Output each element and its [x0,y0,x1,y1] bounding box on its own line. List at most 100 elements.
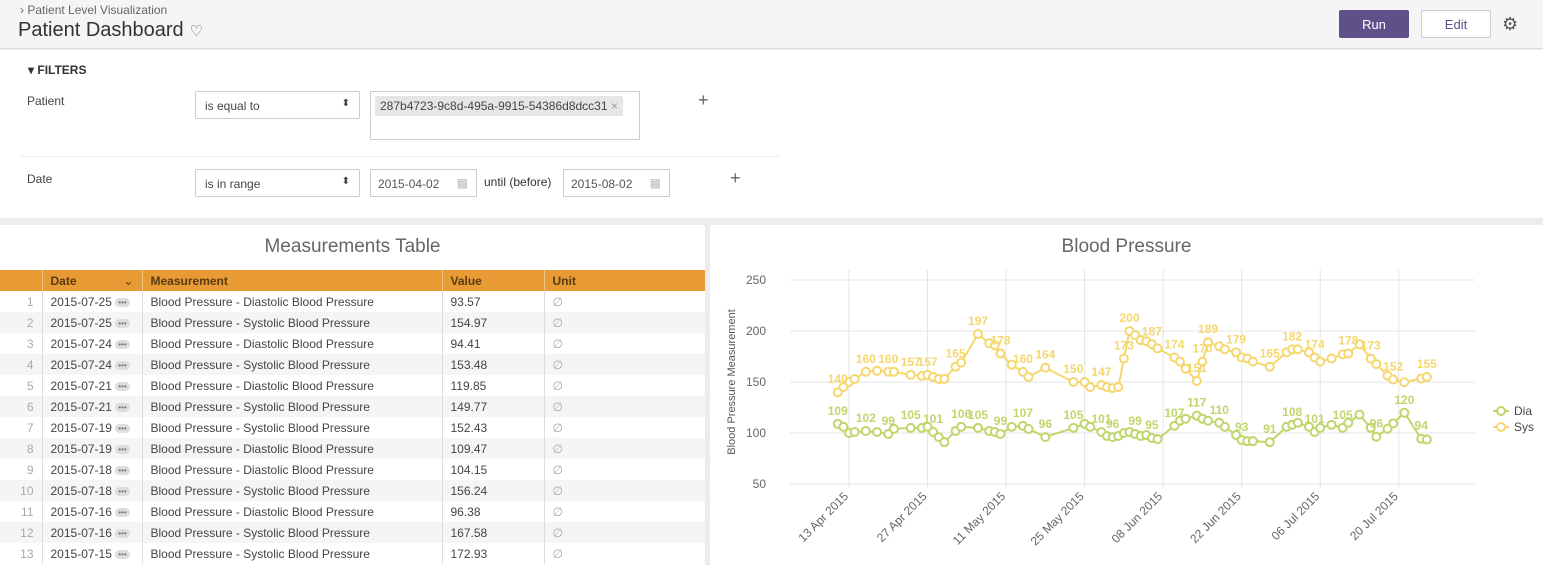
more-options-icon[interactable]: ••• [115,297,130,307]
data-point [939,373,950,384]
table-row[interactable]: 11 2015-07-16 ••• Blood Pressure - Diast… [0,501,705,522]
calendar-icon[interactable]: ▦ [456,176,468,190]
table-row[interactable]: 13 2015-07-15 ••• Blood Pressure - Systo… [0,543,705,564]
table-row[interactable]: 10 2015-07-18 ••• Blood Pressure - Systo… [0,480,705,501]
row-number: 11 [21,504,34,519]
data-point [1180,413,1191,424]
page-title-text: Patient Dashboard [18,19,184,41]
data-point [1399,377,1410,388]
y-tick-label: 50 [753,477,767,491]
data-label: 152 [1383,360,1403,374]
data-point [1247,436,1258,447]
unit-cell: ∅ [543,438,705,459]
filters-toggle[interactable]: ▾ FILTERS [28,63,87,77]
table-row[interactable]: 5 2015-07-21 ••• Blood Pressure - Diasto… [0,375,705,396]
data-label: 96 [1106,417,1120,431]
data-label: 165 [946,347,966,361]
more-options-icon[interactable]: ••• [115,360,130,370]
column-header-measurement[interactable]: Measurement [141,270,442,291]
value-cell: 119.85 [441,375,544,396]
breadcrumb[interactable]: › Patient Level Visualization [20,3,168,17]
sort-chevron-icon[interactable]: ⌄ [123,273,134,288]
row-number: 10 [0,480,42,501]
column-header-unit[interactable]: Unit [543,270,705,291]
data-label: 173 [1114,339,1134,353]
more-options-icon[interactable]: ••• [115,528,130,538]
more-options-icon[interactable]: ••• [115,444,130,454]
value-cell: 167.58 [441,522,544,543]
data-point [1354,409,1365,420]
row-number: 12 [0,522,42,543]
data-point [1219,344,1230,355]
remove-tag-icon[interactable]: × [610,99,618,113]
more-options-icon[interactable]: ••• [115,423,130,433]
unit-cell: ∅ [543,522,705,543]
patient-operator-select[interactable]: is equal to ⬍ [195,91,360,119]
data-point [1326,353,1337,364]
date-operator-value: is in range [205,177,261,191]
table-row[interactable]: 2 2015-07-25 ••• Blood Pressure - Systol… [0,312,705,333]
more-options-icon[interactable]: ••• [115,339,130,349]
data-label: 96 [1039,417,1053,431]
legend-item-sys[interactable]: Sys [1514,420,1534,434]
more-options-icon[interactable]: ••• [115,486,130,496]
date-operator-select[interactable]: is in range ⬍ [195,169,360,197]
measurement-cell: Blood Pressure - Diastolic Blood Pressur… [141,438,442,459]
column-header-value[interactable]: Value [441,270,544,291]
y-tick-label: 250 [746,273,766,287]
date-cell: 2015-07-16 ••• [41,501,142,522]
data-label: 101 [923,412,943,426]
chart-title: Blood Pressure [1061,236,1192,257]
x-tick-label: 20 Jul 2015 [1347,489,1401,543]
table-row[interactable]: 4 2015-07-24 ••• Blood Pressure - Systol… [0,354,705,375]
breadcrumb-label[interactable]: Patient Level Visualization [27,3,168,17]
table-row[interactable]: 3 2015-07-24 ••• Blood Pressure - Diasto… [0,333,705,354]
row-number: 9 [26,462,34,477]
data-point [956,357,967,368]
heart-icon[interactable]: ♡ [189,23,204,40]
gear-icon[interactable]: ⚙ [1502,14,1519,34]
calendar-icon[interactable]: ▦ [649,176,661,190]
table-row[interactable]: 6 2015-07-21 ••• Blood Pressure - Systol… [0,396,705,417]
date-value: 2015-07-24 [50,336,112,351]
data-label: 95 [1145,418,1159,432]
table-row[interactable]: 7 2015-07-19 ••• Blood Pressure - Systol… [0,417,705,438]
unit-cell: ∅ [543,333,705,354]
data-point [905,369,916,380]
data-point [1264,437,1275,448]
measurement-cell: Blood Pressure - Systolic Blood Pressure [141,480,442,501]
table-row[interactable]: 1 2015-07-25 ••• Blood Pressure - Diasto… [0,291,705,312]
data-label: 155 [1417,357,1437,371]
data-label: 105 [968,408,988,422]
legend-item-dia[interactable]: Dia [1514,404,1532,418]
date-to-input[interactable]: 2015-08-02 ▦ [563,169,670,197]
data-label: 179 [1226,332,1246,346]
data-point [1292,417,1303,428]
more-options-icon[interactable]: ••• [115,549,130,559]
table-row[interactable]: 9 2015-07-18 ••• Blood Pressure - Diasto… [0,459,705,480]
data-label: 178 [1338,333,1358,347]
add-date-filter-icon[interactable]: + [730,168,741,188]
data-label: 173 [1361,339,1381,353]
more-options-icon[interactable]: ••• [115,318,130,328]
data-point [1118,353,1129,364]
table-row[interactable]: 12 2015-07-16 ••• Blood Pressure - Systo… [0,522,705,543]
edit-button[interactable]: Edit [1421,10,1491,38]
data-point [1399,407,1410,418]
data-point [1152,434,1163,445]
table-row[interactable]: 8 2015-07-19 ••• Blood Pressure - Diasto… [0,438,705,459]
data-label: 174 [1164,338,1184,352]
column-header-date[interactable]: Date ⌄ [41,270,142,291]
more-options-icon[interactable]: ••• [115,507,130,517]
date-value: 2015-07-24 [50,357,112,372]
date-value: 2015-07-18 [50,483,112,498]
add-patient-filter-icon[interactable]: + [698,90,709,110]
data-label: 107 [1164,406,1184,420]
more-options-icon[interactable]: ••• [115,402,130,412]
more-options-icon[interactable]: ••• [115,381,130,391]
run-button[interactable]: Run [1339,10,1409,38]
date-from-input[interactable]: 2015-04-02 ▦ [370,169,477,197]
more-options-icon[interactable]: ••• [115,465,130,475]
patient-value-input[interactable]: 287b4723-9c8d-495a-9915-54386d8dcc31 × [370,91,640,140]
value-cell: 109.47 [441,438,544,459]
